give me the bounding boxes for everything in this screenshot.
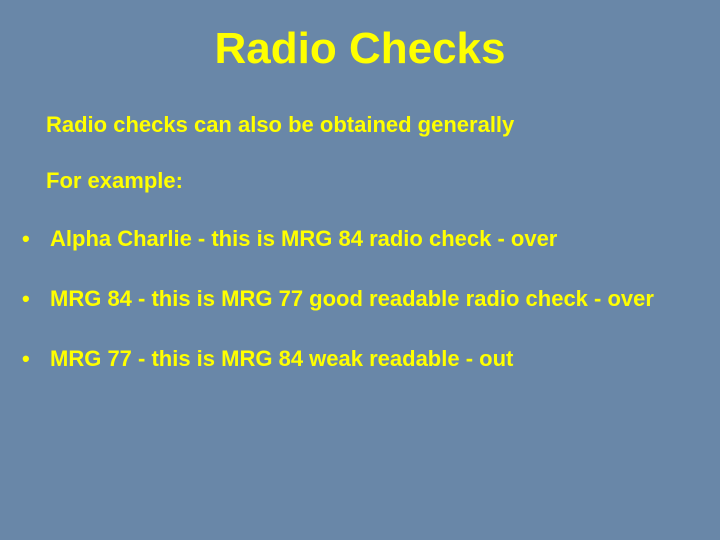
bullet-marker: • [18, 286, 50, 312]
bullet-marker: • [18, 226, 50, 252]
intro-line-1: Radio checks can also be obtained genera… [46, 112, 514, 138]
slide-title: Radio Checks [0, 24, 720, 74]
bullet-text: MRG 84 - this is MRG 77 good readable ra… [50, 286, 700, 312]
bullet-text: Alpha Charlie - this is MRG 84 radio che… [50, 226, 700, 252]
intro-line-2: For example: [46, 168, 183, 194]
bullet-text: MRG 77 - this is MRG 84 weak readable - … [50, 346, 700, 372]
list-item: • MRG 77 - this is MRG 84 weak readable … [18, 346, 700, 372]
slide: Radio Checks Radio checks can also be ob… [0, 0, 720, 540]
bullet-list: • Alpha Charlie - this is MRG 84 radio c… [18, 226, 700, 406]
bullet-marker: • [18, 346, 50, 372]
list-item: • Alpha Charlie - this is MRG 84 radio c… [18, 226, 700, 252]
list-item: • MRG 84 - this is MRG 77 good readable … [18, 286, 700, 312]
